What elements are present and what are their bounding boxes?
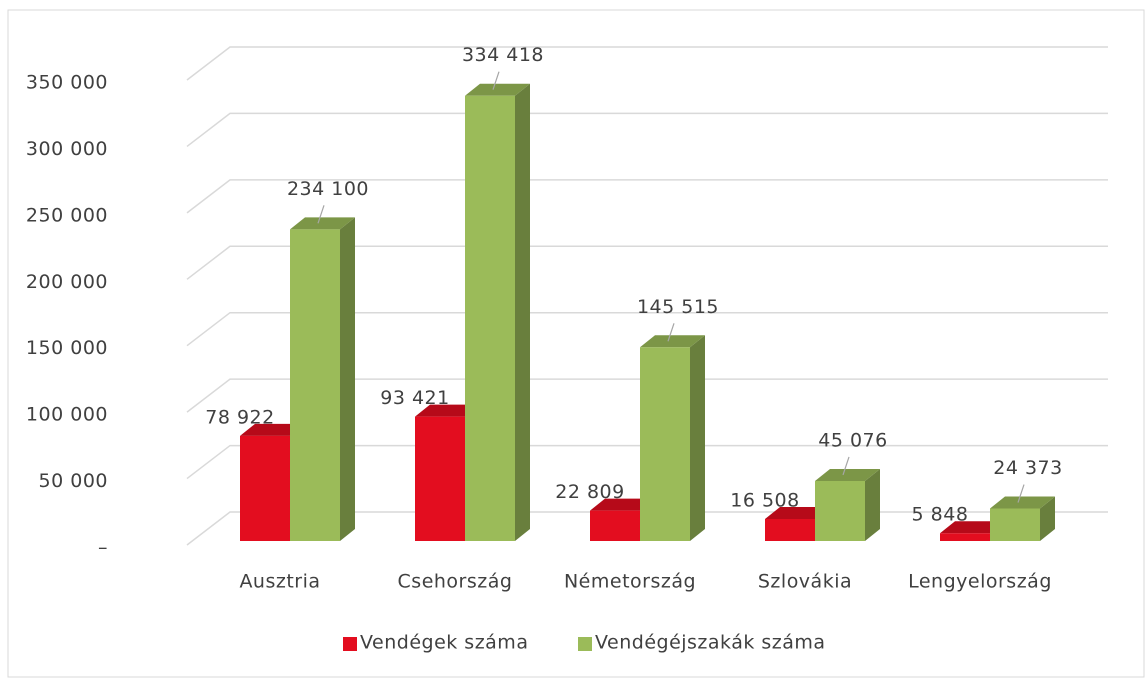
bar-side xyxy=(515,83,530,541)
x-tick-label: Csehország xyxy=(398,571,513,593)
leader-line xyxy=(492,71,500,90)
value-label: 334 418 xyxy=(462,44,544,66)
x-tick-label: Németország xyxy=(564,571,696,593)
value-label: 234 100 xyxy=(287,178,369,200)
bar-top xyxy=(765,507,830,520)
legend-swatch xyxy=(578,637,592,651)
bar xyxy=(815,468,880,541)
grid-line xyxy=(186,46,1108,81)
chart-frame xyxy=(7,9,1145,678)
y-tick-label: 350 000 xyxy=(26,72,108,94)
bar-front xyxy=(765,519,815,541)
value-label: 5 848 xyxy=(912,504,969,526)
grid-line xyxy=(186,245,1108,280)
bar-front xyxy=(640,347,690,541)
legend-label: Vendégek száma xyxy=(360,632,528,654)
bar-side xyxy=(690,335,705,541)
value-label: 16 508 xyxy=(730,490,799,512)
bar-front xyxy=(940,533,990,541)
bar-top xyxy=(465,83,530,96)
y-tick-label: 250 000 xyxy=(26,204,108,226)
bar-top xyxy=(415,404,480,417)
bar-top xyxy=(590,498,655,511)
x-tick-label: Ausztria xyxy=(239,571,320,593)
bar xyxy=(465,83,530,541)
bar-top xyxy=(940,521,1005,534)
bar-top xyxy=(815,468,880,481)
y-tick-label: 150 000 xyxy=(26,337,108,359)
leader-line xyxy=(317,205,325,224)
y-tick-label: – xyxy=(98,537,108,559)
bar-front xyxy=(815,480,865,541)
value-label: 24 373 xyxy=(993,457,1062,479)
bar-side xyxy=(865,468,880,541)
bar-front xyxy=(590,510,640,541)
bar xyxy=(990,496,1055,541)
bar-front xyxy=(415,416,465,541)
leader-line xyxy=(1017,484,1025,503)
value-label: 145 515 xyxy=(637,296,719,318)
bar-side xyxy=(1040,496,1055,541)
x-tick-label: Szlovákia xyxy=(758,571,852,593)
grid-line xyxy=(186,444,1108,480)
bar-front xyxy=(290,229,340,542)
grid-line xyxy=(186,311,1108,347)
grid-line xyxy=(186,179,1108,214)
bar-front xyxy=(240,435,290,541)
leader-line xyxy=(667,323,675,342)
y-tick-label: 100 000 xyxy=(26,404,108,426)
bar-top xyxy=(640,335,705,348)
x-tick-label: Lengyelország xyxy=(908,571,1052,593)
value-label: 45 076 xyxy=(818,429,887,451)
value-label: 78 922 xyxy=(205,406,274,428)
bar xyxy=(640,335,705,541)
bar-side xyxy=(340,217,355,542)
legend-label: Vendégéjszakák száma xyxy=(595,632,826,654)
grid-line xyxy=(186,112,1108,148)
legend-swatch xyxy=(343,637,357,651)
grid-line xyxy=(186,378,1108,413)
bar-front xyxy=(990,508,1040,541)
bar xyxy=(290,217,355,542)
y-tick-label: 50 000 xyxy=(39,470,108,492)
bar-top xyxy=(290,217,355,230)
bar-top xyxy=(990,496,1055,509)
value-label: 22 809 xyxy=(555,481,624,503)
y-tick-label: 200 000 xyxy=(26,271,108,293)
bar-top xyxy=(240,423,305,436)
bar-front xyxy=(465,95,515,541)
leader-line xyxy=(842,456,850,476)
y-tick-label: 300 000 xyxy=(26,138,108,160)
value-label: 93 421 xyxy=(380,387,449,409)
